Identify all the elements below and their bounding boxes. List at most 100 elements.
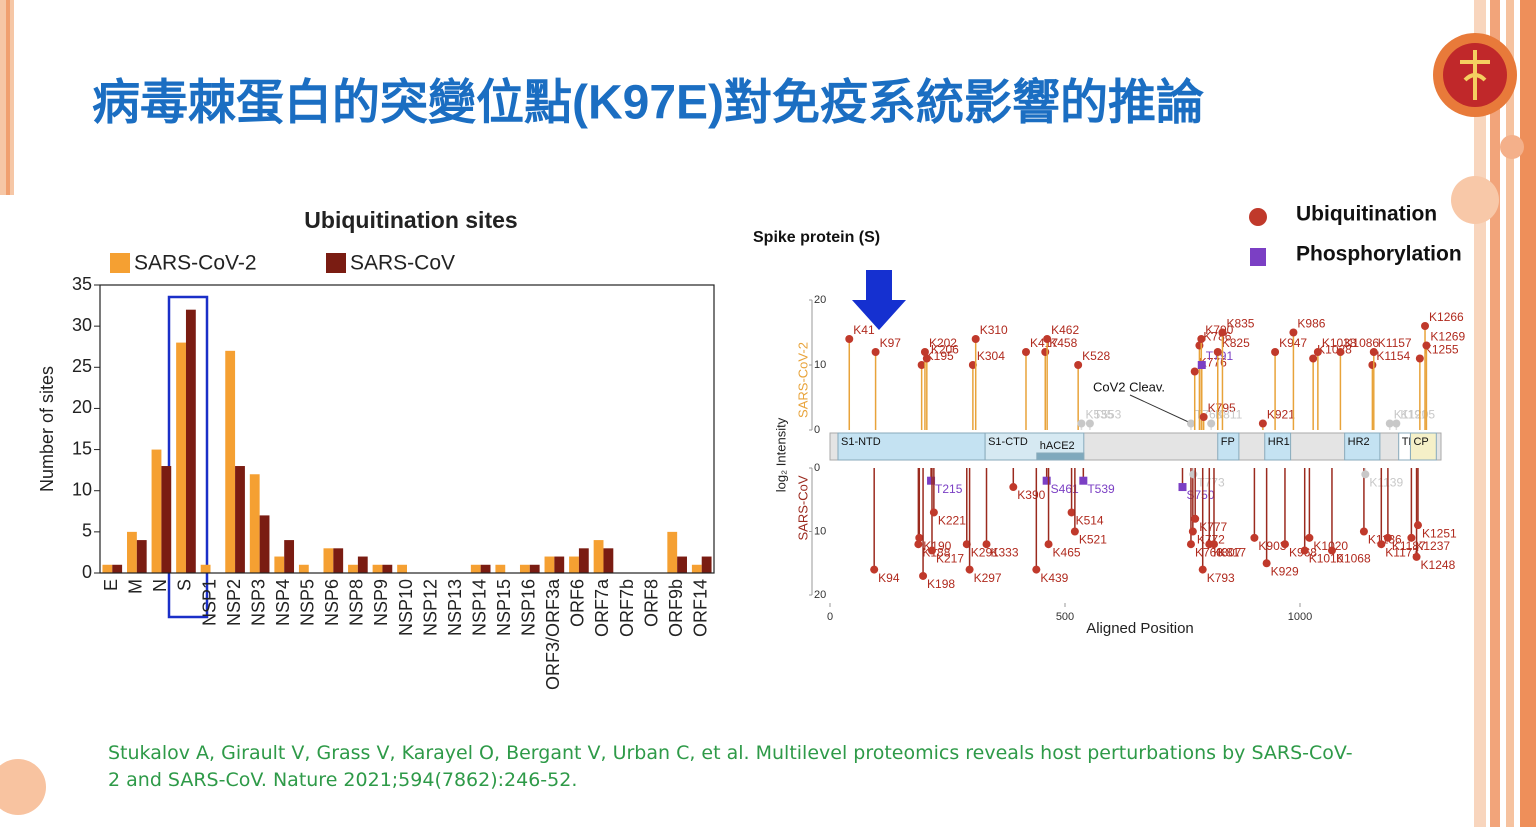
- domain: [1264, 432, 1292, 461]
- site-label: K811: [1215, 408, 1242, 422]
- decor-circle: [1451, 176, 1499, 224]
- site-marker: [1327, 546, 1336, 555]
- edge-decoration: [6, 0, 10, 195]
- x-tick-label: 1000: [1288, 611, 1312, 623]
- site-marker: [1079, 476, 1088, 485]
- domain-label: hACE2: [1040, 440, 1075, 452]
- site-marker: [1042, 476, 1051, 485]
- domain: [837, 432, 986, 461]
- site-marker: [1407, 533, 1416, 542]
- site-label: K465: [1053, 545, 1081, 559]
- site-marker: [1421, 322, 1430, 330]
- y-tick-label: 5: [82, 521, 92, 541]
- bar: [102, 564, 113, 573]
- bar: [200, 564, 211, 573]
- site-label: K1205: [1400, 408, 1435, 422]
- bar: [136, 540, 147, 573]
- site-marker: [1186, 540, 1195, 549]
- highlight-box: [167, 295, 209, 619]
- site-marker: [1178, 483, 1187, 492]
- edge-decoration: [1506, 0, 1514, 827]
- site-label: K793: [1207, 571, 1235, 585]
- legend-label: Ubiquitination: [1296, 203, 1437, 226]
- site-marker: [1044, 540, 1053, 549]
- site-label: K776: [1199, 356, 1227, 370]
- site-label: K921: [1267, 408, 1295, 422]
- site-marker: [1258, 419, 1267, 428]
- bar: [151, 449, 162, 573]
- legend-label: Phosphorylation: [1296, 243, 1462, 266]
- site-marker: [1309, 354, 1318, 363]
- site-marker: [927, 546, 936, 555]
- x-tick-label: NSP9: [371, 579, 391, 626]
- site-marker: [1032, 565, 1041, 574]
- site-marker: [1186, 419, 1195, 428]
- site-marker: [1385, 419, 1394, 428]
- site-marker: [845, 335, 854, 343]
- site-label: K217: [936, 552, 964, 566]
- site-marker: [1191, 514, 1200, 523]
- y-tick-label: 20: [814, 294, 826, 306]
- site-marker: [1392, 419, 1401, 428]
- bar: [470, 564, 481, 573]
- site-label: K41: [853, 323, 875, 337]
- site-label: K1255: [1424, 343, 1459, 357]
- bar: [554, 556, 565, 573]
- x-axis-title: Aligned Position: [1086, 620, 1194, 637]
- site-label: K1266: [1429, 310, 1464, 324]
- legend-marker: [1249, 208, 1267, 226]
- bar: [259, 515, 270, 573]
- site-marker: [1377, 540, 1386, 549]
- domain-label: S1-NTD: [841, 436, 881, 448]
- logo: [1460, 50, 1490, 100]
- y-axis-title: log₂ Intensity: [773, 417, 788, 492]
- y-tick-label: 35: [72, 274, 92, 294]
- x-tick-label: M: [126, 579, 146, 594]
- site-label: K521: [1079, 533, 1107, 547]
- site-label: K986: [1297, 317, 1325, 331]
- site-marker: [1074, 361, 1083, 369]
- y-tick-label: 25: [72, 356, 92, 376]
- legend-label: SARS-CoV: [350, 252, 455, 275]
- x-tick-label: NSP15: [494, 579, 514, 636]
- site-marker: [1077, 419, 1086, 428]
- site-label: K1068: [1336, 552, 1371, 566]
- site-label: K929: [1271, 564, 1299, 578]
- site-label: K304: [977, 349, 1005, 363]
- bar: [357, 556, 368, 573]
- site-marker: [1197, 361, 1206, 369]
- site-marker: [915, 533, 924, 542]
- site-marker: [871, 348, 880, 356]
- site-label: K94: [878, 571, 900, 585]
- y-tick-label: 10: [814, 525, 826, 537]
- domain-label: CP: [1413, 436, 1428, 448]
- bar: [185, 309, 196, 573]
- bar: [225, 350, 236, 573]
- site-marker: [1300, 546, 1309, 555]
- y-tick-label: 20: [72, 397, 92, 417]
- x-tick-label: ORF14: [690, 579, 710, 637]
- site-marker: [1361, 470, 1370, 479]
- x-tick-label: NSP12: [420, 579, 440, 636]
- site-marker: [1198, 565, 1207, 574]
- site-label: K417: [1030, 336, 1058, 350]
- legend-swatch: [326, 253, 346, 273]
- site-marker: [1369, 348, 1378, 356]
- bar: [519, 564, 530, 573]
- site-label: K1251: [1422, 526, 1457, 540]
- x-tick-label: NSP8: [347, 579, 367, 626]
- site-label: K1038: [1322, 336, 1357, 350]
- y-tick-label: 15: [72, 438, 92, 458]
- site-marker: [1415, 354, 1424, 363]
- site-marker: [919, 571, 928, 580]
- site-marker: [1197, 335, 1206, 343]
- site-label: T773: [1197, 476, 1225, 490]
- site-label: K1248: [1421, 558, 1456, 572]
- bar: [569, 556, 579, 573]
- x-tick-label: ORF3/ORF3a: [543, 578, 563, 690]
- site-marker: [1189, 470, 1198, 479]
- y-axis-title: Number of sites: [37, 366, 57, 492]
- x-tick-label: NSP16: [519, 579, 539, 636]
- plot-frame: [99, 284, 715, 574]
- site-label: K835: [1226, 317, 1254, 331]
